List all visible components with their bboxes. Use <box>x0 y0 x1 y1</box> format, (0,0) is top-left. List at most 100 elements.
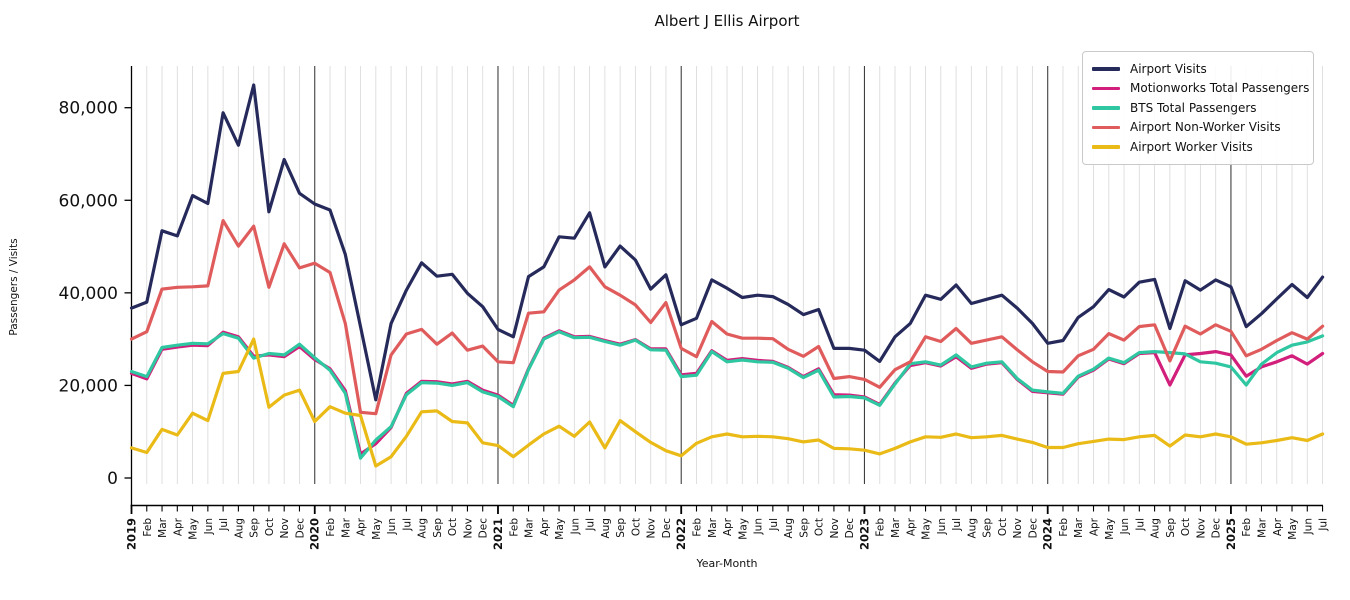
svg-text:Oct: Oct <box>447 518 459 536</box>
svg-text:Jul: Jul <box>1318 518 1330 532</box>
legend-line-swatch-icon <box>1092 145 1120 149</box>
svg-text:Aug: Aug <box>783 518 795 539</box>
svg-text:2021: 2021 <box>491 518 505 550</box>
svg-text:Dec: Dec <box>478 518 490 539</box>
legend-line-swatch-icon <box>1092 125 1120 129</box>
svg-text:Dec: Dec <box>1211 518 1223 539</box>
svg-text:20,000: 20,000 <box>59 376 118 396</box>
svg-text:Apr: Apr <box>905 517 917 536</box>
legend-label: BTS Total Passengers <box>1130 100 1257 115</box>
series-line-bts-total-passengers <box>129 330 1325 460</box>
legend-item: Motionworks Total Passengers <box>1092 79 1309 99</box>
legend-label: Airport Non-Worker Visits <box>1130 120 1281 135</box>
svg-text:40,000: 40,000 <box>59 284 118 304</box>
legend-item: BTS Total Passengers <box>1092 98 1304 118</box>
svg-text:Jul: Jul <box>401 518 413 532</box>
svg-text:May: May <box>1104 518 1116 540</box>
legend-label: Motionworks Total Passengers <box>1130 81 1310 96</box>
svg-text:May: May <box>737 518 749 540</box>
svg-text:Aug: Aug <box>1150 518 1162 539</box>
svg-text:Feb: Feb <box>508 518 520 537</box>
svg-text:Oct: Oct <box>814 518 826 536</box>
svg-text:May: May <box>554 518 566 540</box>
svg-text:Jul: Jul <box>951 518 963 532</box>
svg-text:Dec: Dec <box>661 518 673 539</box>
svg-text:May: May <box>371 518 383 540</box>
svg-text:Aug: Aug <box>417 518 429 539</box>
svg-text:Feb: Feb <box>1241 518 1253 537</box>
svg-text:Jun: Jun <box>753 518 765 535</box>
svg-text:Jun: Jun <box>203 518 215 535</box>
svg-text:Oct: Oct <box>1180 518 1192 536</box>
svg-text:Apr: Apr <box>722 517 734 536</box>
svg-text:2025: 2025 <box>1224 518 1238 550</box>
svg-text:Mar: Mar <box>1073 517 1085 537</box>
svg-text:Jun: Jun <box>1302 518 1314 535</box>
svg-text:2022: 2022 <box>674 518 688 550</box>
svg-text:Sep: Sep <box>798 518 810 538</box>
svg-text:Apr: Apr <box>1089 517 1101 536</box>
svg-text:Feb: Feb <box>1058 518 1070 537</box>
legend-item: Airport Worker Visits <box>1092 137 1304 157</box>
svg-text:Mar: Mar <box>707 517 719 537</box>
svg-text:2024: 2024 <box>1041 518 1055 550</box>
svg-text:2020: 2020 <box>308 518 322 550</box>
svg-text:Nov: Nov <box>462 518 474 539</box>
svg-text:Sep: Sep <box>249 518 261 538</box>
svg-text:Oct: Oct <box>264 518 276 536</box>
svg-text:Oct: Oct <box>630 518 642 536</box>
series-line-airport-non-worker-visits <box>129 219 1325 416</box>
chart-title: Albert J Ellis Airport <box>654 12 800 30</box>
svg-text:2019: 2019 <box>125 518 139 550</box>
svg-text:May: May <box>188 518 200 540</box>
svg-text:Jun: Jun <box>569 518 581 535</box>
svg-text:60,000: 60,000 <box>59 191 118 211</box>
svg-text:Dec: Dec <box>1027 518 1039 539</box>
svg-text:Mar: Mar <box>157 517 169 537</box>
svg-text:Feb: Feb <box>691 518 703 537</box>
x-axis-label: Year-Month <box>696 557 758 570</box>
svg-text:80,000: 80,000 <box>59 99 118 119</box>
svg-text:Apr: Apr <box>356 517 368 536</box>
svg-text:Jun: Jun <box>386 518 398 535</box>
series-line-airport-worker-visits <box>129 337 1325 468</box>
svg-text:Sep: Sep <box>432 518 444 538</box>
svg-text:Feb: Feb <box>875 518 887 537</box>
y-tick-labels: 0 20,000 40,000 60,000 80,000 <box>59 99 132 489</box>
legend-item: Airport Visits <box>1092 59 1304 79</box>
svg-text:Nov: Nov <box>646 518 658 539</box>
svg-text:May: May <box>1287 518 1299 540</box>
svg-text:May: May <box>921 518 933 540</box>
svg-text:Jul: Jul <box>768 518 780 532</box>
svg-text:Aug: Aug <box>600 518 612 539</box>
legend-line-swatch-icon <box>1092 86 1120 90</box>
svg-text:Mar: Mar <box>890 517 902 537</box>
svg-text:Nov: Nov <box>279 518 291 539</box>
legend-item: Airport Non-Worker Visits <box>1092 118 1304 138</box>
svg-text:Nov: Nov <box>829 518 841 539</box>
svg-text:2023: 2023 <box>857 518 871 550</box>
legend-label: Airport Worker Visits <box>1130 139 1253 154</box>
svg-text:Sep: Sep <box>615 518 627 538</box>
x-tick-labels: 2019 Feb Mar Apr May Jun Jul Aug Sep Oct Nov Dec 202… <box>125 505 1330 550</box>
gridlines <box>131 66 1324 484</box>
svg-text:0: 0 <box>107 469 118 489</box>
svg-text:Dec: Dec <box>844 518 856 539</box>
svg-text:Mar: Mar <box>1256 517 1268 537</box>
svg-text:Jul: Jul <box>585 518 597 532</box>
svg-text:Feb: Feb <box>325 518 337 537</box>
svg-text:Jun: Jun <box>936 518 948 535</box>
svg-text:Sep: Sep <box>982 518 994 538</box>
legend-line-swatch-icon <box>1092 106 1120 110</box>
svg-text:Mar: Mar <box>340 517 352 537</box>
series-line-airport-visits <box>129 83 1325 402</box>
svg-text:Jun: Jun <box>1119 518 1131 535</box>
svg-text:Sep: Sep <box>1165 518 1177 538</box>
svg-text:Feb: Feb <box>142 518 154 537</box>
svg-text:Apr: Apr <box>539 517 551 536</box>
legend: Airport Visits Motionworks Total Passenge… <box>1082 51 1314 165</box>
svg-text:Apr: Apr <box>172 517 184 536</box>
svg-text:Oct: Oct <box>997 518 1009 536</box>
